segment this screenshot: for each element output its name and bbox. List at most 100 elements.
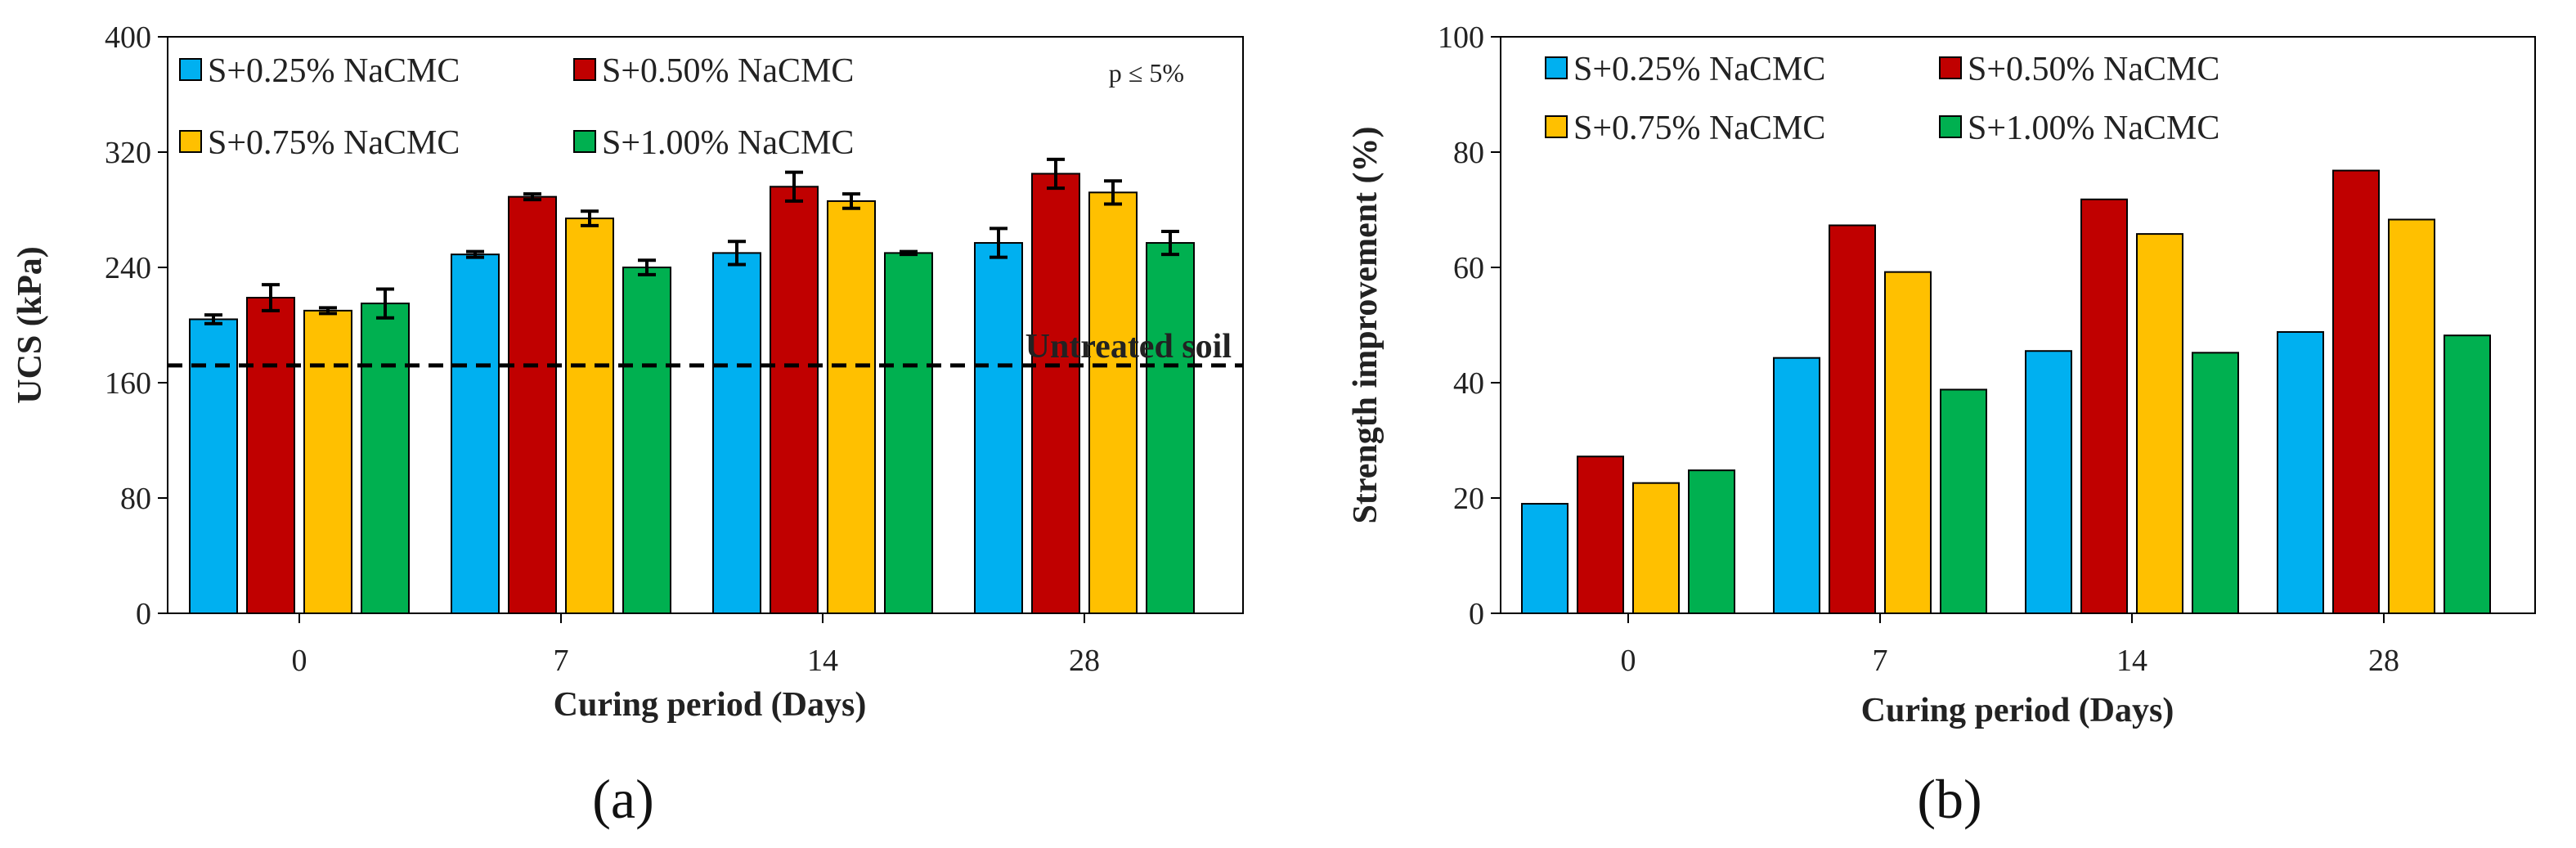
bar-b-s4-day-7 (1940, 388, 1987, 614)
error-bar-a-s4-day-14 (900, 249, 918, 257)
legend-label: S+1.00% NaCMC (602, 124, 854, 162)
panel-a-legend: S+0.25% NaCMC S+0.50% NaCMC S+0.75% NaCMC S… (179, 52, 854, 162)
bar-a-s2-day-28 (1031, 173, 1080, 614)
y-tick-label-b-40: 40 (1453, 366, 1484, 401)
error-bar-a-s4-day-7 (638, 258, 656, 276)
bar-b-s2-day-14 (2080, 198, 2128, 614)
legend-entry-a-s2: S+0.50% NaCMC (573, 52, 854, 90)
y-tick-label-a-0: 0 (136, 597, 151, 631)
legend-label: S+0.25% NaCMC (208, 52, 460, 90)
legend-swatch (1939, 115, 1962, 138)
bar-b-s1-day-28 (2277, 330, 2324, 614)
error-bar-a-s1-day-7 (466, 249, 484, 259)
legend-swatch (1545, 56, 1568, 79)
y-tick-label-b-60: 60 (1453, 251, 1484, 285)
panel-b-label: (b) (1917, 768, 1981, 830)
panel-b-y-axis-title: Strength improvement (%) (1347, 126, 1384, 523)
panel-b-axes: 0 20 40 60 80 100 0 7 14 28 (1438, 20, 2536, 678)
bar-a-s1-day-28 (974, 242, 1023, 614)
bar-b-s1-day-0 (1521, 503, 1568, 614)
bar-a-s2-day-14 (770, 186, 819, 615)
bar-a-s3-day-0 (303, 309, 352, 614)
bar-a-s4-day-7 (622, 267, 671, 614)
error-bar-a-s2-day-0 (262, 283, 280, 312)
x-tick-label-a-day-14: 14 (807, 644, 838, 678)
x-tick-label-b-day-0: 0 (1621, 644, 1636, 678)
bar-a-s3-day-14 (827, 200, 876, 615)
legend-swatch (1545, 115, 1568, 138)
bar-b-s4-day-14 (2192, 352, 2239, 614)
x-tick-label-a-day-7: 7 (554, 644, 569, 678)
y-tick-label-a-160: 160 (105, 366, 151, 401)
bar-a-s4-day-0 (361, 303, 410, 614)
x-tick-label-a-day-28: 28 (1069, 644, 1100, 678)
panel-a-y-axis-title: UCS (kPa) (11, 246, 49, 404)
legend-label: S+0.75% NaCMC (1573, 110, 1825, 147)
bar-a-s1-day-7 (451, 254, 500, 614)
legend-entry-b-s4: S+1.00% NaCMC (1939, 110, 2219, 147)
panel-a-axes: 0 80 160 240 320 400 0 7 14 28 (105, 20, 1244, 678)
legend-entry-a-s3: S+0.75% NaCMC (179, 124, 460, 162)
bar-a-s3-day-7 (565, 218, 614, 614)
bar-b-s2-day-7 (1829, 224, 1876, 614)
error-bar-a-s3-day-14 (842, 192, 860, 210)
panel-b-x-axis-title: Curing period (Days) (1861, 692, 2174, 729)
error-bar-a-s4-day-0 (376, 287, 394, 320)
error-bar-a-s1-day-14 (728, 240, 746, 267)
significance-annotation: p ≤ 5% (1109, 58, 1184, 87)
error-bar-a-s1-day-28 (990, 227, 1008, 259)
bar-a-s1-day-0 (189, 318, 238, 614)
legend-label: S+1.00% NaCMC (1968, 110, 2219, 147)
panel-a-ucs-chart: Untreated soil p ≤ 5% S+0.25% NaCMC S+0.5… (11, 20, 1244, 830)
error-bar-a-s2-day-14 (785, 170, 803, 203)
bar-b-s2-day-0 (1577, 455, 1624, 614)
bar-b-s4-day-0 (1688, 469, 1735, 614)
error-bar-a-s1-day-0 (204, 313, 222, 325)
x-tick-label-b-day-7: 7 (1873, 644, 1888, 678)
error-bar-a-s3-day-28 (1104, 179, 1122, 206)
legend-entry-a-s4: S+1.00% NaCMC (573, 124, 854, 162)
y-tick-label-b-100: 100 (1438, 20, 1484, 55)
bar-b-s1-day-7 (1773, 357, 1820, 614)
y-tick-label-a-80: 80 (120, 482, 151, 516)
legend-swatch (179, 130, 202, 153)
legend-label: S+0.50% NaCMC (602, 52, 854, 90)
x-tick-label-b-day-14: 14 (2116, 644, 2147, 678)
x-tick-label-b-day-28: 28 (2368, 644, 2399, 678)
legend-entry-a-s1: S+0.25% NaCMC (179, 52, 460, 90)
legend-label: S+0.50% NaCMC (1968, 51, 2219, 88)
legend-label: S+0.75% NaCMC (208, 124, 460, 162)
panel-a-bars (189, 173, 1195, 615)
error-bar-a-s2-day-28 (1047, 157, 1065, 191)
error-bar-a-s3-day-0 (319, 306, 337, 316)
y-tick-label-a-320: 320 (105, 136, 151, 170)
bar-a-s3-day-28 (1088, 191, 1138, 615)
bar-b-s2-day-28 (2332, 169, 2380, 614)
legend-label: S+0.25% NaCMC (1573, 51, 1825, 88)
legend-swatch (179, 58, 202, 81)
panel-b-strength-improvement-chart: S+0.25% NaCMC S+0.50% NaCMC S+0.75% NaCMC S… (1347, 20, 2536, 830)
bar-a-s4-day-14 (884, 252, 933, 614)
panel-a-x-axis-title: Curing period (Days) (554, 686, 867, 724)
error-bar-a-s4-day-28 (1161, 229, 1179, 257)
legend-swatch (1939, 56, 1962, 79)
bar-b-s3-day-7 (1884, 271, 1932, 614)
bar-b-s3-day-28 (2388, 218, 2435, 614)
legend-entry-b-s1: S+0.25% NaCMC (1545, 51, 1825, 88)
bar-a-s4-day-28 (1146, 242, 1195, 614)
panel-b-legend: S+0.25% NaCMC S+0.50% NaCMC S+0.75% NaCMC S… (1545, 51, 2219, 147)
plot-frame-a (167, 36, 1244, 614)
legend-entry-b-s3: S+0.75% NaCMC (1545, 110, 1825, 147)
plot-frame-b (1500, 36, 2536, 614)
y-tick-label-b-0: 0 (1469, 597, 1484, 631)
bar-b-s3-day-14 (2136, 233, 2183, 614)
y-tick-label-b-20: 20 (1453, 482, 1484, 516)
panel-a-error-bars (204, 157, 1179, 325)
y-tick-label-a-240: 240 (105, 251, 151, 285)
legend-swatch (573, 130, 596, 153)
bar-a-s2-day-0 (246, 297, 295, 614)
bar-b-s4-day-28 (2444, 334, 2491, 614)
untreated-soil-label: Untreated soil (1025, 328, 1232, 366)
panel-b-bars (1521, 169, 2491, 614)
